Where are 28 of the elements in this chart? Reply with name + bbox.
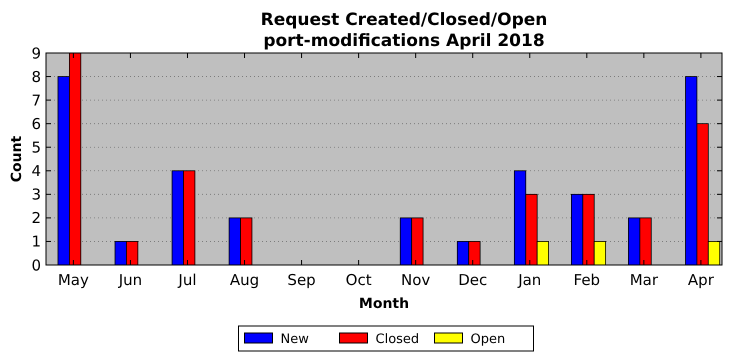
y-tick-label: 7 [31,91,41,110]
x-tick-label: Mar [630,271,659,289]
legend-label: New [280,332,310,347]
y-tick-label: 1 [31,232,41,251]
x-tick-label: Feb [574,271,600,289]
x-axis-title: Month [358,296,410,312]
x-tick-label: Sep [287,271,316,289]
x-tick-label: Apr [688,271,715,289]
y-tick-label: 5 [31,138,41,156]
x-tick-label: Jul [177,271,197,289]
y-tick-label: 6 [31,114,41,133]
x-tick-label: Dec [458,271,488,289]
y-tick-label: 4 [31,162,41,180]
legend-label: Open [470,332,506,347]
x-tick-label: Oct [346,271,372,289]
y-tick-label: 3 [31,186,41,204]
chart-title: Request Created/Closed/Open port-modifications April 2018 [260,10,548,51]
y-axis-title: Count [9,135,25,182]
y-tick-label: 2 [31,209,41,228]
y-tick-label: 8 [31,68,41,86]
x-tick-label: Aug [230,271,260,289]
x-tick-label: May [58,271,90,289]
y-tick-label: 0 [31,256,41,274]
x-tick-label: Jun [118,271,142,289]
y-tick-label: 9 [31,44,41,62]
legend-label: Closed [376,332,420,347]
x-tick-label: Nov [401,271,430,289]
x-tick-label: Jan [517,271,542,289]
